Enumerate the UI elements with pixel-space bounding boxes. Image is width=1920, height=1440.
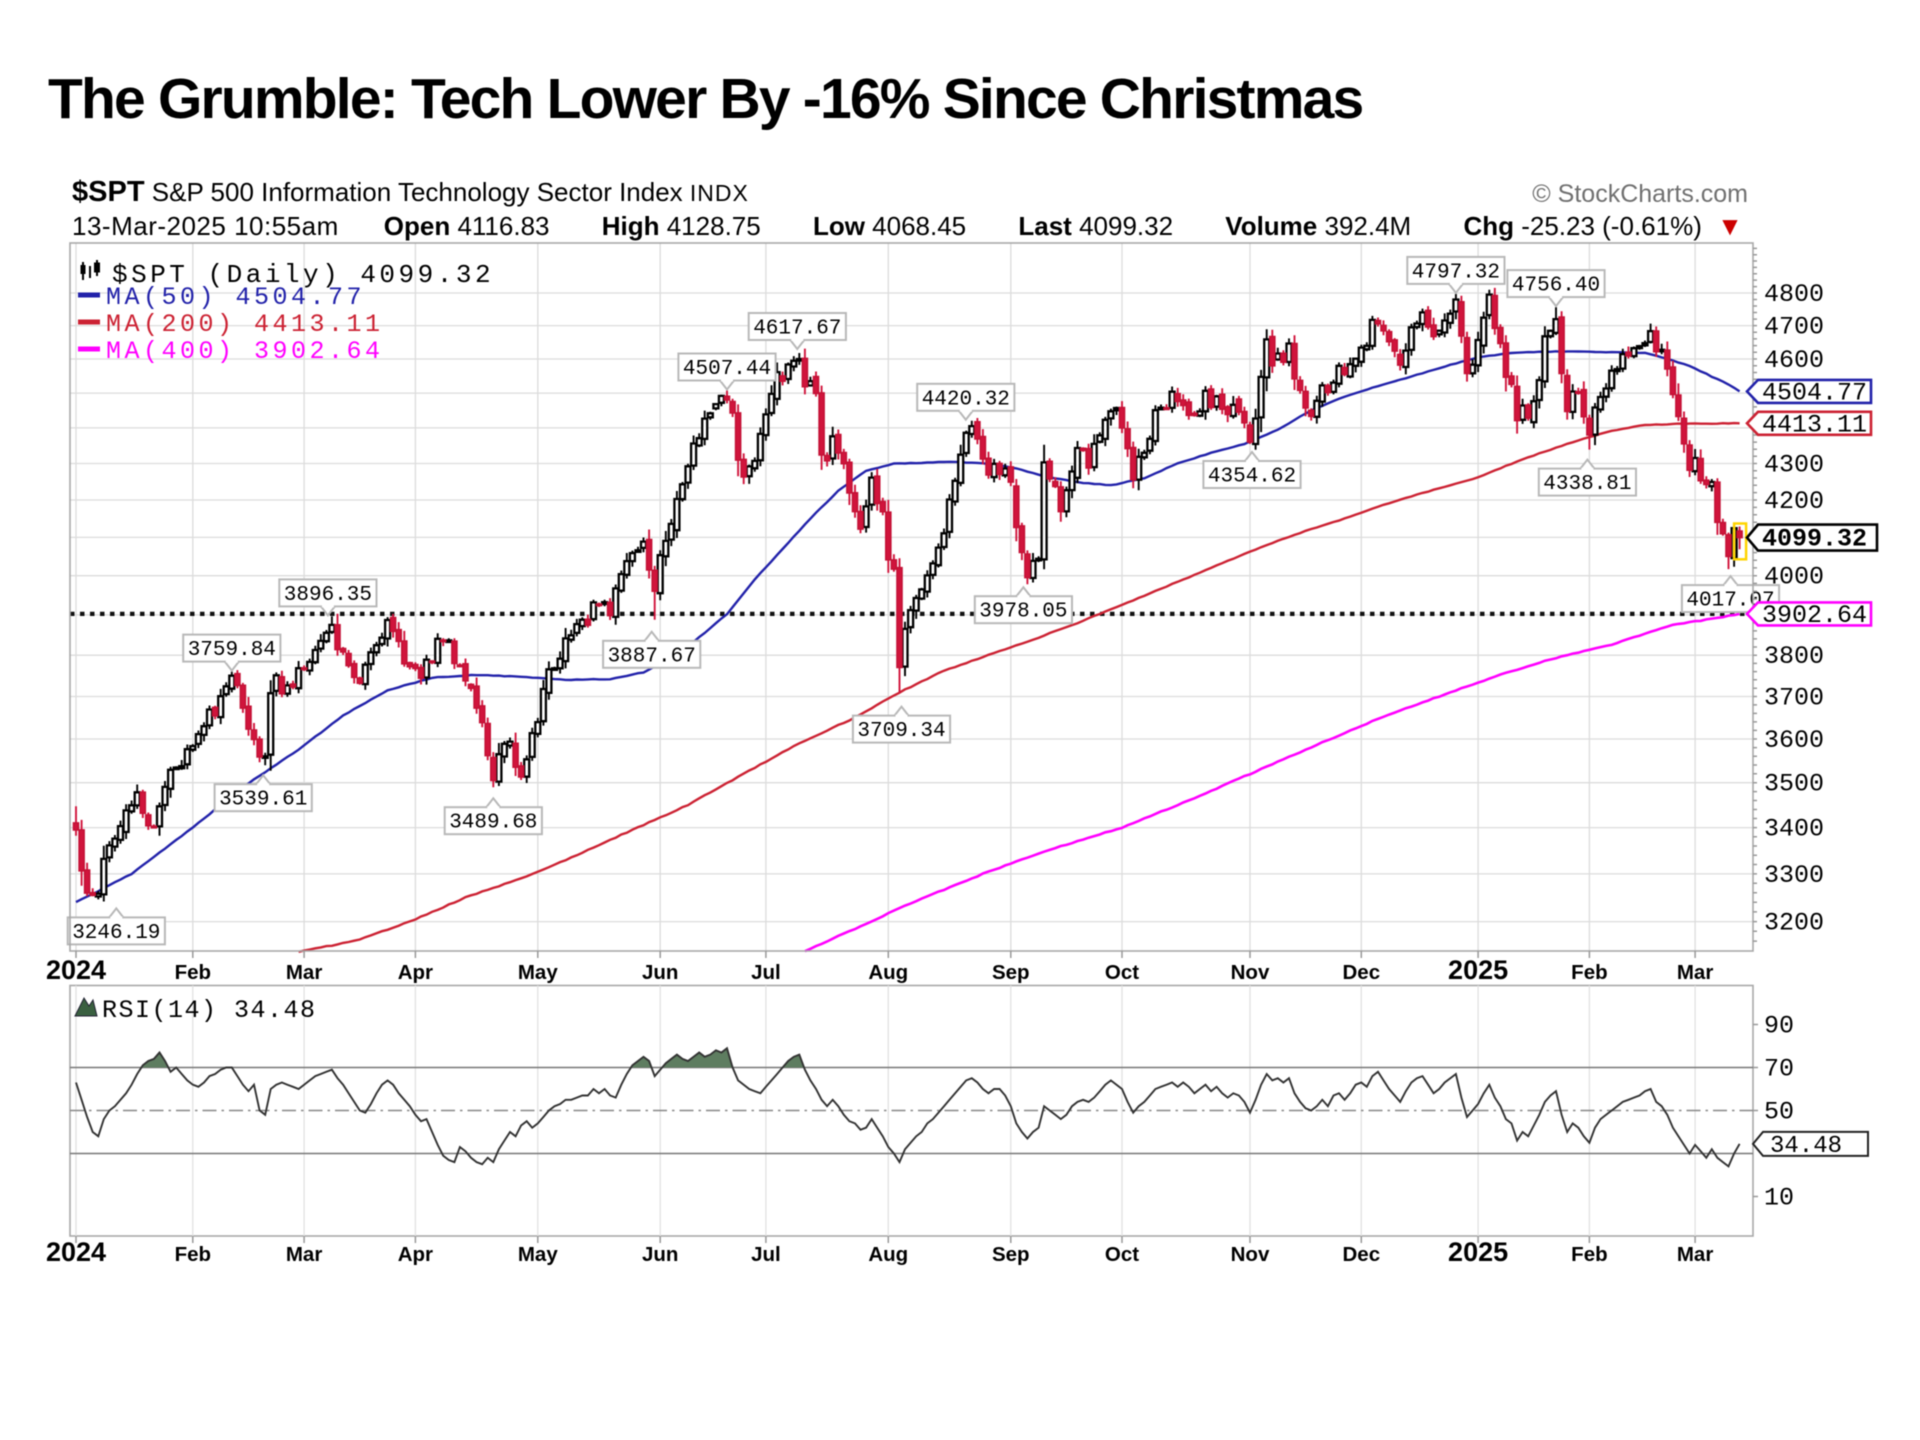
svg-text:4800: 4800 (1764, 280, 1824, 309)
svg-text:2024: 2024 (46, 955, 106, 985)
svg-text:3896.35: 3896.35 (284, 584, 372, 607)
svg-text:4600: 4600 (1764, 346, 1824, 375)
svg-text:3300: 3300 (1764, 861, 1824, 890)
svg-text:4504.77: 4504.77 (1762, 378, 1867, 407)
svg-text:4099.32: 4099.32 (1762, 525, 1867, 554)
svg-text:90: 90 (1764, 1012, 1794, 1041)
svg-text:4000: 4000 (1764, 563, 1824, 592)
svg-text:Feb: Feb (175, 1243, 211, 1266)
svg-text:2025: 2025 (1448, 955, 1508, 985)
svg-text:Feb: Feb (1571, 1243, 1607, 1266)
svg-text:3600: 3600 (1764, 726, 1824, 755)
svg-text:3902.64: 3902.64 (1762, 601, 1867, 630)
svg-text:Feb: Feb (175, 961, 211, 984)
svg-text:Sep: Sep (992, 1243, 1030, 1266)
svg-text:MA(50) 4504.77: MA(50) 4504.77 (106, 283, 365, 312)
svg-text:MA(200) 4413.11: MA(200) 4413.11 (106, 310, 384, 339)
svg-text:Jun: Jun (642, 961, 678, 984)
svg-text:10: 10 (1764, 1184, 1794, 1213)
svg-text:Jul: Jul (751, 961, 781, 984)
svg-text:70: 70 (1764, 1055, 1794, 1084)
svg-text:May: May (518, 1243, 558, 1266)
svg-text:3246.19: 3246.19 (72, 922, 160, 945)
svg-text:$SPT (Daily) 4099.32: $SPT (Daily) 4099.32 (112, 260, 494, 290)
svg-text:RSI(14) 34.48: RSI(14) 34.48 (102, 996, 317, 1025)
svg-text:Nov: Nov (1231, 961, 1270, 984)
svg-text:3489.68: 3489.68 (449, 812, 537, 835)
svg-text:3200: 3200 (1764, 909, 1824, 938)
svg-text:Apr: Apr (398, 1243, 433, 1266)
svg-text:2025: 2025 (1448, 1237, 1508, 1267)
svg-text:4507.44: 4507.44 (683, 358, 771, 381)
svg-text:4300: 4300 (1764, 451, 1824, 480)
svg-text:4413.11: 4413.11 (1762, 410, 1867, 439)
svg-text:Dec: Dec (1342, 1243, 1380, 1266)
svg-text:Aug: Aug (868, 1243, 908, 1266)
svg-text:Apr: Apr (398, 961, 433, 984)
svg-text:3800: 3800 (1764, 642, 1824, 671)
svg-text:3887.67: 3887.67 (608, 645, 696, 668)
svg-text:4756.40: 4756.40 (1512, 275, 1600, 298)
svg-text:4700: 4700 (1764, 313, 1824, 342)
svg-text:4617.67: 4617.67 (753, 318, 841, 341)
svg-text:34.48: 34.48 (1770, 1133, 1842, 1160)
svg-text:May: May (518, 961, 558, 984)
svg-text:4420.32: 4420.32 (922, 388, 1010, 411)
svg-text:4354.62: 4354.62 (1208, 466, 1296, 489)
svg-text:Mar: Mar (1677, 1243, 1713, 1266)
svg-text:3400: 3400 (1764, 815, 1824, 844)
svg-text:Feb: Feb (1571, 961, 1607, 984)
svg-text:3700: 3700 (1764, 684, 1824, 713)
svg-text:2024: 2024 (46, 1237, 106, 1267)
svg-text:Dec: Dec (1342, 961, 1380, 984)
svg-text:3539.61: 3539.61 (219, 789, 307, 812)
svg-text:3759.84: 3759.84 (188, 639, 276, 662)
svg-text:3500: 3500 (1764, 770, 1824, 799)
svg-text:Jun: Jun (642, 1243, 678, 1266)
svg-text:Nov: Nov (1231, 1243, 1270, 1266)
svg-text:Jul: Jul (751, 1243, 781, 1266)
svg-text:Oct: Oct (1105, 961, 1139, 984)
svg-text:4200: 4200 (1764, 487, 1824, 516)
svg-text:Mar: Mar (286, 1243, 322, 1266)
svg-text:Mar: Mar (1677, 961, 1713, 984)
svg-text:4797.32: 4797.32 (1412, 261, 1500, 284)
svg-text:MA(400) 3902.64: MA(400) 3902.64 (106, 337, 384, 366)
svg-text:50: 50 (1764, 1098, 1794, 1127)
svg-text:4338.81: 4338.81 (1543, 473, 1631, 496)
svg-text:Oct: Oct (1105, 1243, 1139, 1266)
svg-text:3978.05: 3978.05 (979, 601, 1067, 624)
svg-text:Mar: Mar (286, 961, 322, 984)
svg-text:Aug: Aug (868, 961, 908, 984)
svg-text:Sep: Sep (992, 961, 1030, 984)
svg-text:3709.34: 3709.34 (857, 720, 945, 743)
